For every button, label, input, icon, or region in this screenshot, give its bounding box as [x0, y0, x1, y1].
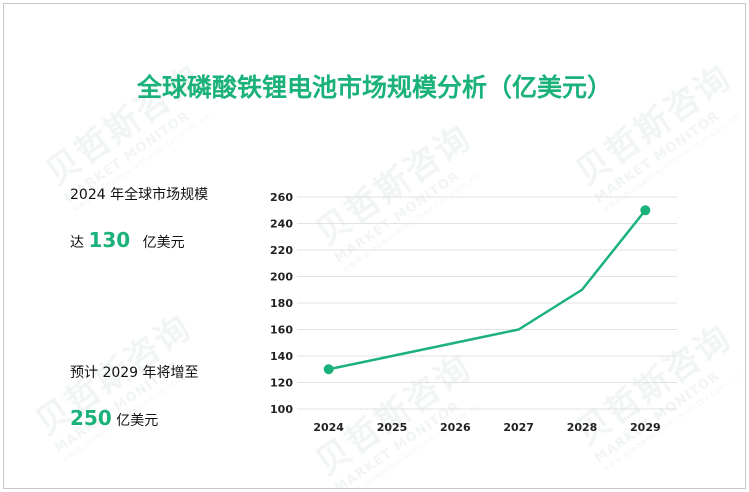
x-tick-label: 2026 — [440, 421, 471, 434]
data-point — [323, 364, 334, 375]
info-line3: 预计 2029 年将增至 — [70, 365, 199, 381]
y-tick-label: 240 — [270, 218, 293, 231]
x-tick-label: 2024 — [313, 421, 344, 434]
info-prefix: 达 — [70, 235, 84, 251]
x-tick-label: 2028 — [567, 421, 598, 434]
info-current-label: 2024 年全球市场规模 — [70, 184, 208, 204]
current-unit: 亿美元 — [142, 235, 185, 251]
y-tick-label: 260 — [270, 191, 293, 204]
forecast-value: 250 — [70, 406, 112, 430]
y-tick-label: 220 — [270, 244, 293, 257]
x-tick-label: 2029 — [630, 421, 661, 434]
series-line — [328, 209, 647, 371]
current-value: 130 — [88, 228, 131, 252]
y-tick-label: 160 — [270, 324, 293, 337]
line-chart: 100 120 140 160 180 200 220 240 260 2024 2025 2026 2… — [270, 191, 677, 434]
info-forecast-label: 预计 2029 年将增至 — [70, 362, 199, 382]
y-tick-label: 100 — [270, 403, 293, 416]
info-line1: 2024 年全球市场规模 — [70, 187, 209, 203]
chart-title: 全球磷酸铁锂电池市场规模分析（亿美元） — [136, 73, 612, 102]
y-tick-label: 120 — [270, 377, 293, 390]
y-tick-label: 180 — [270, 297, 293, 310]
y-tick-label: 140 — [270, 350, 293, 363]
data-point — [640, 205, 651, 216]
x-tick-label: 2027 — [503, 421, 534, 434]
info-current-value-row: 达 130 亿美元 — [70, 228, 185, 252]
forecast-unit: 亿美元 — [116, 413, 159, 429]
y-tick-label: 200 — [270, 271, 293, 284]
x-tick-label: 2025 — [377, 421, 408, 434]
info-forecast-value-row: 250 亿美元 — [70, 406, 158, 430]
chart-frame: 贝哲斯咨询 MARKET MONITOR www.globalmarketmon… — [3, 3, 746, 489]
